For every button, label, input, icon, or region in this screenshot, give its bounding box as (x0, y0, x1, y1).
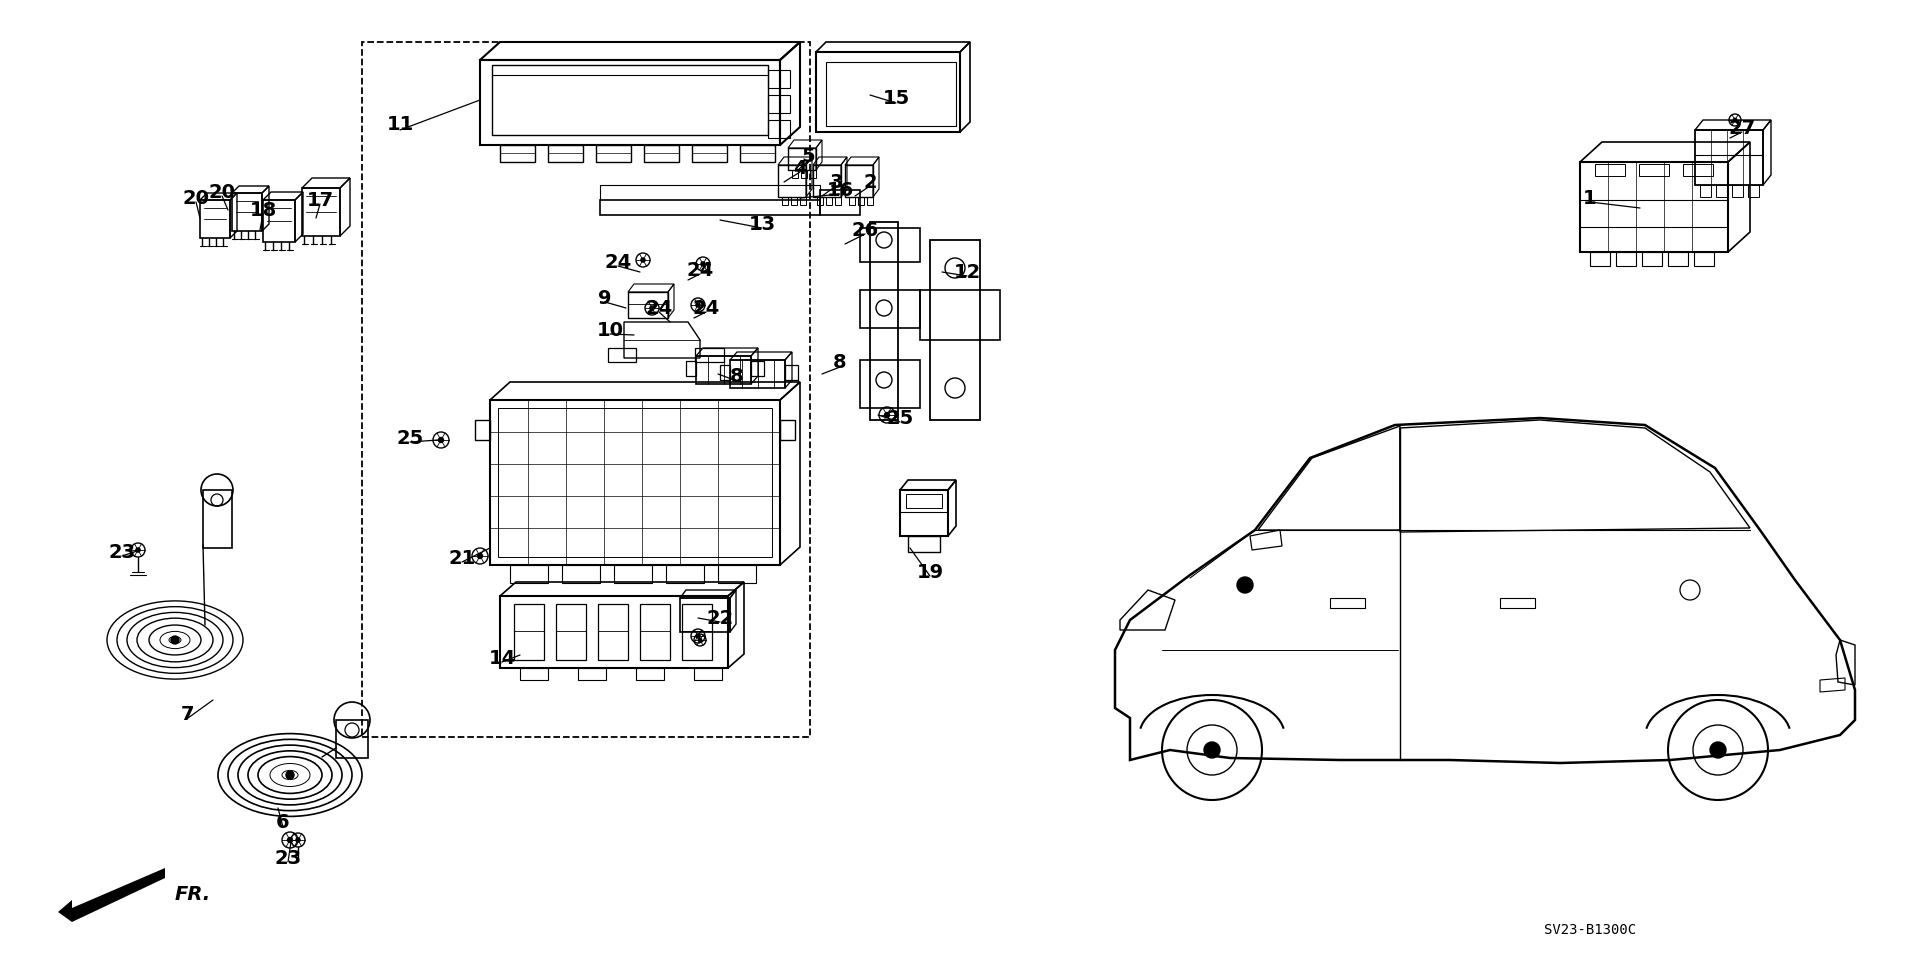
Circle shape (883, 411, 891, 418)
Text: 16: 16 (826, 180, 854, 199)
Text: 13: 13 (749, 215, 776, 233)
Text: 10: 10 (597, 320, 624, 339)
Bar (363, 42, 810, 737)
Circle shape (286, 771, 294, 779)
Text: FR.: FR. (175, 884, 211, 903)
Text: 27: 27 (1728, 119, 1755, 137)
Circle shape (438, 436, 444, 443)
Text: 25: 25 (887, 409, 914, 428)
Circle shape (697, 638, 703, 643)
Text: 11: 11 (386, 115, 413, 134)
Text: 25: 25 (396, 429, 424, 448)
Text: 1: 1 (1584, 189, 1597, 207)
Text: SV23-B1300C: SV23-B1300C (1544, 923, 1636, 937)
Circle shape (649, 305, 655, 311)
Circle shape (695, 633, 701, 639)
Text: 24: 24 (605, 252, 632, 271)
Circle shape (1732, 118, 1738, 123)
Text: 2: 2 (864, 173, 877, 192)
Circle shape (296, 837, 301, 843)
Text: 24: 24 (693, 298, 720, 317)
Text: 23: 23 (275, 849, 301, 868)
Text: 6: 6 (276, 813, 290, 832)
Text: 14: 14 (488, 648, 516, 667)
Text: 20: 20 (182, 189, 209, 207)
Polygon shape (58, 868, 165, 922)
Text: 4: 4 (793, 158, 806, 177)
Text: 26: 26 (851, 221, 879, 240)
Text: 24: 24 (645, 298, 672, 317)
Text: 9: 9 (599, 289, 612, 308)
Circle shape (476, 552, 484, 559)
Bar (497, 408, 772, 557)
Text: 19: 19 (916, 563, 943, 581)
Circle shape (695, 302, 701, 308)
Text: 5: 5 (801, 148, 814, 167)
Text: 15: 15 (883, 89, 910, 108)
Text: 8: 8 (730, 367, 743, 386)
Circle shape (1236, 577, 1254, 593)
Circle shape (701, 261, 707, 267)
Text: 17: 17 (307, 191, 334, 209)
Text: 22: 22 (707, 609, 733, 627)
Text: 12: 12 (954, 263, 981, 282)
Text: 3: 3 (829, 173, 843, 192)
Circle shape (171, 636, 179, 644)
Text: 21: 21 (449, 549, 476, 568)
Circle shape (639, 257, 645, 263)
Circle shape (1711, 742, 1726, 758)
Text: 24: 24 (685, 261, 714, 279)
Text: 7: 7 (180, 705, 194, 723)
Circle shape (1204, 742, 1219, 758)
Text: 23: 23 (108, 543, 136, 562)
Text: 8: 8 (833, 354, 847, 372)
Text: 20: 20 (209, 182, 236, 201)
Circle shape (134, 548, 140, 552)
Text: 18: 18 (250, 200, 276, 220)
Circle shape (286, 837, 294, 843)
